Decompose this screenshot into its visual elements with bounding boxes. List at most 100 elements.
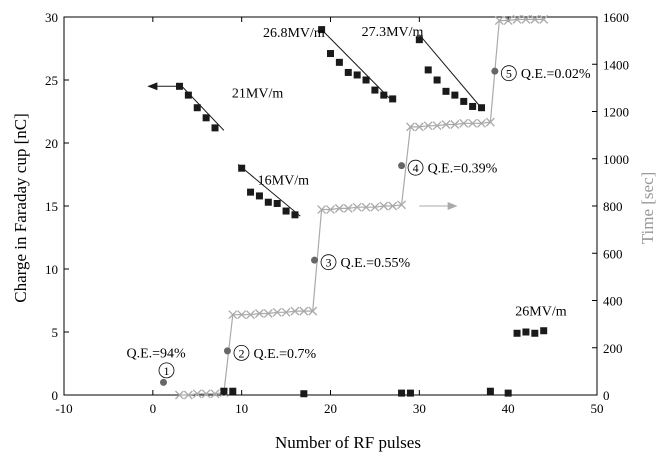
- field-label: 26MV/m: [515, 305, 566, 320]
- data-markers: [175, 14, 549, 400]
- time-point: [175, 390, 184, 400]
- x-tick-label: -10: [55, 401, 72, 416]
- time-point: [485, 117, 495, 127]
- charge-point: [211, 124, 219, 132]
- charge-point: [504, 389, 512, 397]
- x-axis-label: Number of RF pulses: [275, 433, 421, 452]
- time-point: [370, 202, 380, 212]
- charge-point: [442, 87, 450, 95]
- charge-point: [193, 104, 201, 112]
- qe-label: Q.E.=0.7%: [253, 347, 316, 362]
- charge-point: [522, 328, 530, 336]
- x-tick-label: 10: [235, 401, 248, 416]
- time-point: [317, 205, 327, 215]
- x-tick-label: 0: [150, 401, 157, 416]
- fit-line: [237, 164, 301, 217]
- time-point: [477, 118, 486, 128]
- time-point: [183, 390, 193, 400]
- charge-point: [389, 95, 397, 103]
- charge-point: [398, 389, 406, 397]
- charge-point: [184, 91, 192, 99]
- qe-number: 4: [413, 161, 419, 175]
- charge-point: [424, 66, 432, 74]
- time-point: [326, 205, 335, 215]
- field-label: 27.3MV/m: [362, 25, 424, 40]
- y2-tick-label: 1000: [603, 152, 629, 167]
- qe-number-circle: [233, 344, 250, 361]
- charge-point: [531, 329, 539, 337]
- fit-lines: [179, 29, 484, 217]
- charge-point: [282, 207, 290, 215]
- charge-point: [469, 102, 477, 110]
- charge-point: [478, 104, 486, 112]
- y2-tick-label: 1600: [603, 10, 629, 25]
- y-tick-label: 5: [52, 325, 59, 340]
- charge-point: [264, 198, 272, 206]
- y2-tick-label: 800: [603, 199, 623, 214]
- time-point: [423, 121, 433, 131]
- charge-point: [460, 97, 468, 105]
- field-label: 21MV/m: [232, 87, 283, 102]
- charge-point: [451, 91, 459, 99]
- time-point: [441, 120, 451, 129]
- time-point: [503, 16, 513, 26]
- time-point: [299, 306, 309, 316]
- time-point: [379, 201, 389, 211]
- time-point: [432, 121, 442, 131]
- y-tick-label: 30: [45, 10, 58, 25]
- y-tick-label: 25: [45, 73, 58, 88]
- qe-number: 3: [326, 256, 332, 270]
- field-label: 26.8MV/m: [263, 26, 325, 41]
- fit-line: [179, 83, 225, 131]
- time-point: [405, 122, 415, 132]
- charge-point: [540, 327, 548, 335]
- y2-tick-label: 1400: [603, 57, 629, 72]
- time-point: [521, 14, 531, 24]
- time-point: [343, 203, 353, 213]
- qe-number: 5: [506, 67, 512, 81]
- time-point: [352, 202, 362, 212]
- time-point: [494, 16, 504, 26]
- time-point: [281, 307, 291, 317]
- time-point: [388, 201, 398, 211]
- qe-point: [159, 378, 167, 386]
- charge-point: [273, 199, 281, 207]
- y2-tick-label: 0: [603, 388, 610, 403]
- time-point: [459, 118, 469, 128]
- charge-point: [255, 192, 263, 200]
- charge-point: [220, 387, 228, 395]
- charge-point: [371, 86, 379, 94]
- fit-line: [321, 29, 394, 102]
- charge-point: [238, 164, 246, 172]
- y-tick-label: 15: [45, 199, 58, 214]
- time-series-line: [179, 18, 544, 396]
- time-point: [512, 14, 522, 24]
- axes: -10 0 10 20 30 40 5005101520253002004006008001…: [45, 10, 629, 416]
- x-tick-label: 40: [502, 401, 515, 416]
- qe-label: Q.E.=0.02%: [521, 67, 591, 82]
- charge-point: [406, 389, 414, 397]
- y2-tick-label: 200: [603, 341, 623, 356]
- qe-number-circle: [407, 159, 424, 176]
- qe-point: [311, 256, 319, 264]
- charge-point: [335, 58, 343, 66]
- charge-point: [202, 114, 210, 122]
- charge-point: [318, 26, 326, 34]
- time-point: [228, 310, 238, 320]
- charge-point: [353, 71, 361, 79]
- time-point: [361, 202, 371, 212]
- time-point: [539, 14, 549, 24]
- qe-point: [491, 67, 499, 75]
- charge-point: [513, 329, 521, 337]
- qe-label: Q.E.=0.55%: [341, 256, 411, 271]
- time-point: [192, 389, 202, 399]
- time-point: [414, 122, 424, 132]
- time-point: [237, 310, 247, 320]
- y2-axis-label: Time [sec]: [638, 172, 657, 245]
- y-tick-label: 0: [52, 388, 59, 403]
- y2-tick-label: 600: [603, 246, 623, 261]
- time-point: [263, 309, 273, 318]
- time-point: [468, 118, 478, 128]
- qe-number-circle: [320, 254, 337, 271]
